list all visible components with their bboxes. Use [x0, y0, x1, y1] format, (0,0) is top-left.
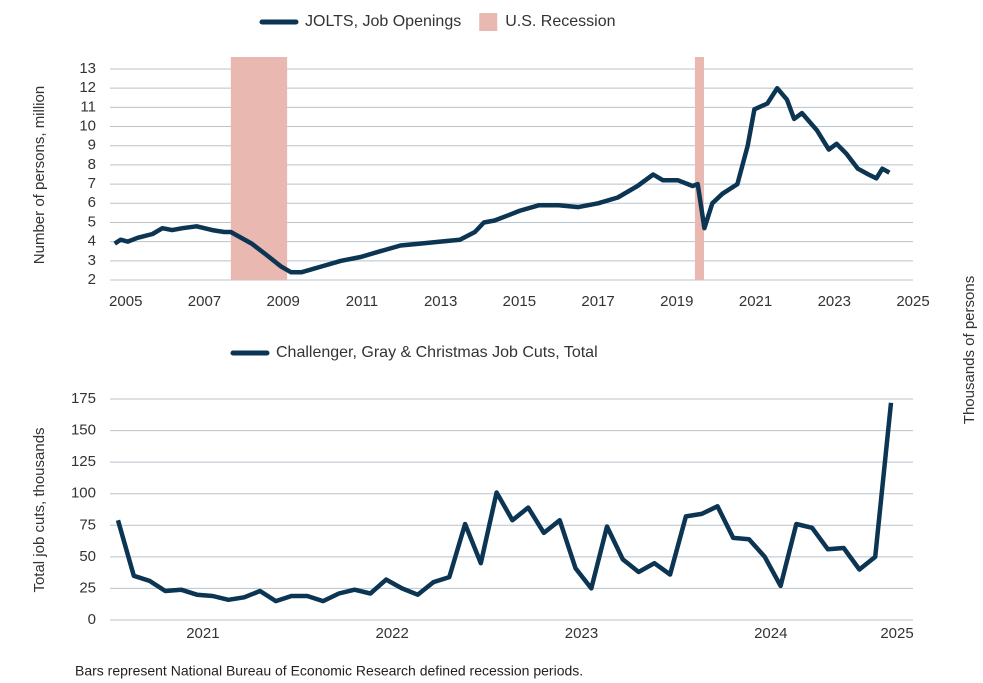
y-tick-label: 7 [88, 175, 96, 192]
y-tick-label: 125 [71, 453, 96, 470]
x-tick-label: 2019 [660, 293, 693, 310]
y-axis-label: Total job cuts, thousands [31, 427, 48, 592]
recession-bar [694, 57, 704, 280]
x-tick-label: 2022 [375, 625, 408, 642]
y-tick-label: 3 [88, 252, 96, 269]
y-tick-label: 25 [79, 579, 96, 596]
side-axis-label: Thousands of persons [961, 276, 978, 424]
legend-label: Challenger, Gray & Christmas Job Cuts, T… [276, 344, 598, 361]
x-tick-label: 2017 [581, 293, 614, 310]
legend-swatch [479, 13, 498, 31]
legend-label: U.S. Recession [505, 13, 615, 30]
y-tick-label: 50 [79, 548, 96, 565]
data-line [115, 402, 894, 604]
y-axis-label: Number of persons, million [31, 86, 48, 264]
y-tick-label: 0 [88, 611, 96, 628]
footnote: Bars represent National Bureau of Econom… [75, 663, 583, 679]
y-tick-label: 12 [79, 79, 96, 96]
x-tick-label: 2024 [754, 625, 787, 642]
x-tick-label: 2025 [880, 625, 913, 642]
y-tick-label: 13 [79, 60, 96, 77]
x-tick-label: 2025 [896, 293, 929, 310]
y-tick-label: 11 [80, 98, 96, 115]
y-tick-label: 4 [88, 233, 96, 250]
x-tick-label: 2023 [565, 625, 598, 642]
x-tick-label: 2011 [346, 293, 378, 310]
y-tick-label: 75 [79, 516, 96, 533]
x-tick-label: 2021 [186, 625, 219, 642]
data-line [113, 85, 891, 275]
y-tick-label: 2 [88, 271, 96, 288]
x-tick-label: 2021 [739, 293, 772, 310]
x-tick-label: 2007 [188, 293, 221, 310]
y-tick-label: 10 [79, 118, 96, 135]
y-tick-label: 150 [71, 422, 96, 439]
y-tick-label: 6 [88, 194, 96, 211]
x-tick-label: 2009 [267, 293, 300, 310]
y-tick-label: 175 [71, 390, 96, 407]
x-tick-label: 2013 [424, 293, 457, 310]
y-tick-label: 8 [88, 156, 96, 173]
y-tick-label: 5 [88, 213, 96, 230]
x-tick-label: 2015 [503, 293, 536, 310]
legend-label: JOLTS, Job Openings [305, 13, 461, 30]
x-tick-label: 2005 [109, 293, 142, 310]
y-tick-label: 9 [88, 137, 96, 154]
y-tick-label: 100 [71, 485, 96, 502]
x-tick-label: 2023 [818, 293, 851, 310]
recession-bar [230, 57, 288, 280]
